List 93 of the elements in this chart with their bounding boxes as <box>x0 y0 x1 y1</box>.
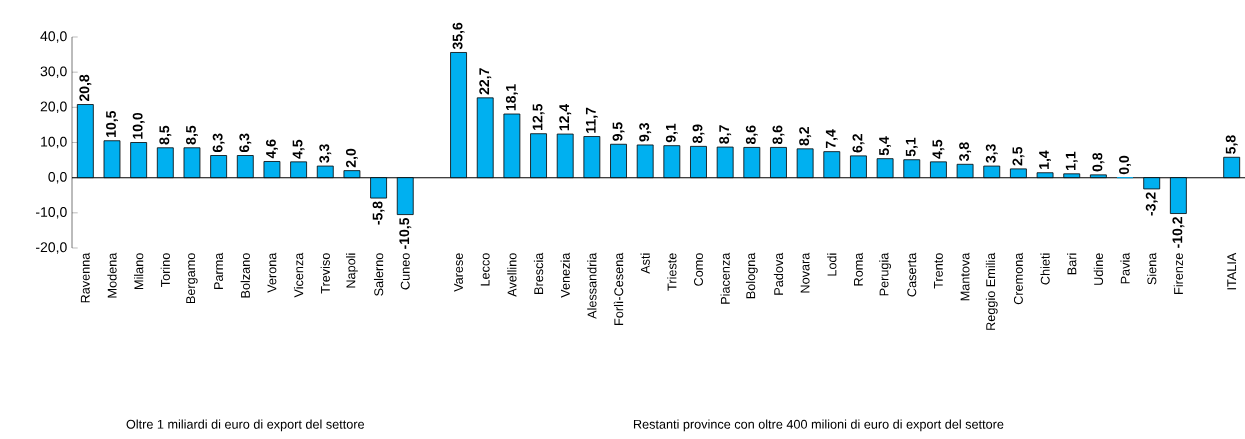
x-tick-label: Lecco <box>480 253 490 286</box>
x-tick-label: Piacenza <box>720 252 730 304</box>
data-label: 6,3 <box>212 133 225 153</box>
x-tick-label: Chieti <box>1040 253 1050 285</box>
data-label: 22,7 <box>479 68 492 95</box>
data-label: 8,5 <box>186 125 198 145</box>
data-label: 10,0 <box>132 112 145 139</box>
data-label: 18,1 <box>505 84 518 111</box>
x-tick-label: Parma <box>214 252 224 289</box>
data-label: 3,3 <box>985 144 998 163</box>
data-label: 4,6 <box>265 139 278 159</box>
data-label: 7,4 <box>825 129 838 149</box>
x-tick-label: Siena <box>1147 252 1157 285</box>
data-label: 9,3 <box>639 123 652 142</box>
data-label: 1,4 <box>1039 150 1051 169</box>
data-label: 2,5 <box>1012 146 1025 166</box>
y-tick-label: 40,0 <box>40 31 67 43</box>
data-label: 5,4 <box>879 136 892 156</box>
x-tick-label: Trieste <box>667 253 677 291</box>
data-label: 20,8 <box>79 74 92 102</box>
x-tick-label: Pavia <box>1120 252 1130 284</box>
data-label: 5,8 <box>1225 135 1238 154</box>
data-label: 8,2 <box>799 127 812 146</box>
y-tick-label: 0,0 <box>48 171 67 184</box>
x-tick-label: Torino <box>160 253 170 287</box>
data-label: -3,2 <box>1145 192 1158 216</box>
data-label: 9,1 <box>665 123 678 143</box>
x-tick-label: Bergamo <box>186 253 198 304</box>
x-tick-label: Ravenna <box>80 252 90 303</box>
x-tick-label: Bari <box>1067 253 1077 275</box>
y-tick-label: 30,0 <box>40 66 67 78</box>
x-tick-label: Salerno <box>373 253 384 296</box>
x-tick-label: Modena <box>107 252 117 298</box>
x-tick-label: Novara <box>800 252 810 293</box>
x-tick-label: ITALIA <box>1227 252 1237 290</box>
data-label: 3,8 <box>959 142 972 162</box>
data-label: 1,1 <box>1065 151 1078 170</box>
data-label: 12,4 <box>559 103 572 131</box>
x-tick-label: Verona <box>267 252 277 293</box>
x-tick-label: Reggio Emilia <box>985 252 998 330</box>
data-label: 8,6 <box>745 125 758 145</box>
data-label: 2,0 <box>345 148 358 168</box>
x-tick-label: Brescia <box>533 252 544 294</box>
data-label: 8,5 <box>159 125 172 145</box>
x-tick-label: Bolzano <box>240 253 250 298</box>
data-label: 8,7 <box>719 125 732 144</box>
x-tick-label: Alessandria <box>587 252 597 319</box>
data-label: -10,2 <box>1172 217 1185 248</box>
data-label: 10,5 <box>106 110 118 137</box>
x-tick-label: Venezia <box>560 252 570 298</box>
y-tick-label: 20,0 <box>40 101 67 114</box>
text: Oltre 1 miliardi di euro di export del settore <box>126 419 365 432</box>
x-tick-label: Milano <box>134 253 144 289</box>
x-tick-label: Lodi <box>827 253 837 276</box>
x-tick-label: Udine <box>1093 253 1104 285</box>
x-tick-label: Caserta <box>907 252 917 297</box>
x-tick-label: Varese <box>454 253 463 292</box>
data-label: 12,5 <box>532 103 545 130</box>
x-tick-label: Cremona <box>1013 252 1023 305</box>
x-tick-label: Trento <box>934 253 943 289</box>
y-tick-label: 10,0 <box>41 136 67 149</box>
y-tick-label: -10,0 <box>36 207 67 219</box>
x-tick-label: Perugia <box>879 252 892 296</box>
x-tick-label: Mantova <box>960 252 970 301</box>
x-tick-label: Bologna <box>745 252 758 299</box>
data-label: 0,0 <box>1119 155 1132 175</box>
x-tick-label: Treviso <box>320 253 330 294</box>
x-tick-label: Avellino <box>507 253 517 297</box>
x-tick-label: Cuneo <box>400 253 410 290</box>
text: Restanti province con oltre 400 milioni di euro di export del settore <box>633 419 1004 432</box>
x-tick-label: Napoli <box>346 253 358 288</box>
data-label: 9,5 <box>612 122 625 141</box>
data-label: 35,6 <box>452 22 465 50</box>
data-label: 3,3 <box>319 144 332 163</box>
y-tick-label: -20,0 <box>36 242 67 254</box>
x-tick-label: Roma <box>854 252 863 286</box>
x-tick-label: Padova <box>773 252 784 295</box>
data-label: 11,7 <box>585 107 598 133</box>
data-label: 8,9 <box>692 124 705 143</box>
x-tick-label: Como <box>694 253 703 286</box>
data-label: 6,2 <box>852 134 865 153</box>
data-label: 0,8 <box>1092 152 1105 172</box>
x-tick-label: Vicenza <box>293 252 304 298</box>
data-label: 6,3 <box>239 133 252 153</box>
x-tick-label: Forlì-Cesena <box>613 252 624 325</box>
data-label: -10,5 <box>399 217 412 249</box>
x-tick-label: Firenze <box>1173 253 1184 294</box>
data-label: 4,5 <box>932 139 945 159</box>
data-label: 5,1 <box>905 137 918 157</box>
data-label: -5,8 <box>372 201 385 225</box>
x-tick-label: Asti <box>640 253 650 274</box>
data-label: 8,6 <box>772 125 785 145</box>
data-label: 4,5 <box>292 139 305 159</box>
